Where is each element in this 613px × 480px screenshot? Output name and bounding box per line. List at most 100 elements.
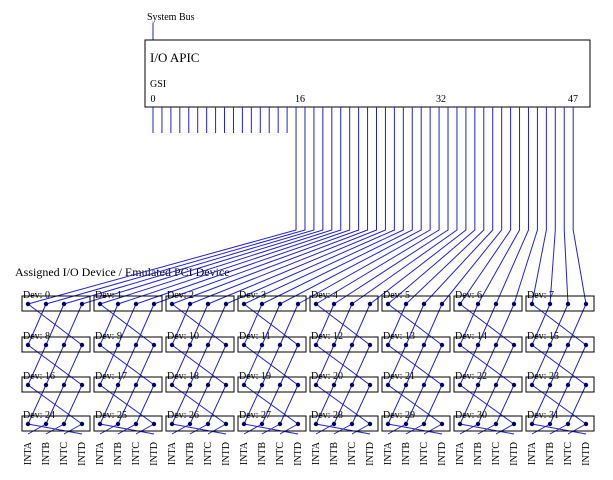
gsi-wire	[495, 107, 529, 305]
pin-label: INTD	[77, 442, 88, 466]
device-label: Dev: 25	[95, 410, 127, 421]
apic-box	[144, 39, 591, 108]
pin-dot	[97, 301, 103, 307]
gsi-wire	[279, 107, 422, 305]
gsi-wire	[189, 107, 377, 305]
device-label: Dev: 4	[311, 290, 338, 301]
pin-dot	[277, 301, 283, 307]
pin-dot	[205, 382, 211, 388]
device-label: Dev: 22	[455, 371, 487, 382]
swizzle-wire	[279, 344, 299, 386]
pin-dot	[385, 421, 391, 427]
pin-label: INTC	[131, 442, 142, 466]
bottom-wire	[189, 423, 209, 435]
swizzle-wire	[279, 303, 299, 346]
device-label: Dev: 16	[23, 371, 55, 382]
device-box	[165, 336, 235, 353]
pin-label: INTB	[473, 442, 484, 466]
pin-label: INTC	[59, 442, 70, 466]
swizzle-wire	[423, 344, 443, 386]
pin-label: INTB	[257, 442, 268, 466]
gsi-tick: 16	[295, 94, 305, 105]
gsi-wire	[261, 107, 413, 305]
pin-label: INTD	[581, 442, 592, 466]
pin-label: INTD	[221, 442, 232, 466]
pin-dot	[133, 382, 139, 388]
pin-label: INTA	[383, 441, 394, 465]
pin-dot	[493, 421, 499, 427]
pin-dot	[295, 301, 301, 307]
swizzle-wire	[567, 344, 587, 386]
pin-dot	[295, 421, 301, 427]
pin-dot	[223, 301, 229, 307]
pin-dot	[475, 301, 481, 307]
pin-dot	[313, 342, 319, 348]
pin-dot	[385, 382, 391, 388]
pin-dot	[403, 421, 409, 427]
gsi-wire	[27, 107, 297, 305]
pin-label: INTB	[329, 442, 340, 466]
pin-dot	[43, 342, 49, 348]
gsi-wire	[531, 107, 547, 305]
pin-dot	[313, 382, 319, 388]
bottom-wire	[477, 423, 497, 435]
pin-dot	[385, 342, 391, 348]
device-label: Dev: 31	[527, 410, 559, 421]
pin-label: INTC	[275, 442, 286, 466]
device-box	[453, 295, 523, 312]
device-box	[453, 415, 523, 432]
gsi-wire	[225, 107, 395, 305]
gsi-wire	[423, 107, 494, 305]
pin-dot	[439, 342, 445, 348]
device-box	[21, 415, 91, 432]
swizzle-wire	[495, 344, 515, 386]
pin-dot	[475, 421, 481, 427]
pin-dot	[331, 382, 337, 388]
pin-dot	[241, 301, 247, 307]
pin-dot	[529, 301, 535, 307]
pin-dot	[169, 342, 175, 348]
device-label: Dev: 7	[527, 290, 554, 301]
pin-dot	[79, 342, 85, 348]
device-label: Dev: 5	[383, 290, 410, 301]
swizzle-wire	[495, 384, 515, 425]
gsi-wire	[297, 107, 431, 305]
pin-dot	[79, 301, 85, 307]
device-label: Dev: 2	[167, 290, 194, 301]
pin-dot	[529, 382, 535, 388]
pin-dot	[79, 421, 85, 427]
pin-dot	[115, 342, 121, 348]
gsi-wire	[207, 107, 386, 305]
swizzle-wire	[423, 384, 443, 425]
device-label: Dev: 10	[167, 331, 199, 342]
pin-dot	[565, 301, 571, 307]
device-box	[381, 415, 451, 432]
device-label: Dev: 1	[95, 290, 122, 301]
pin-dot	[583, 382, 589, 388]
pin-label: INTC	[563, 442, 574, 466]
device-label: Dev: 27	[239, 410, 271, 421]
device-box	[381, 336, 451, 353]
pin-dot	[295, 342, 301, 348]
pin-dot	[187, 342, 193, 348]
pin-dot	[547, 342, 553, 348]
swizzle-wire	[207, 344, 227, 386]
pin-dot	[133, 421, 139, 427]
pin-label: INTB	[185, 442, 196, 466]
device-box	[453, 376, 523, 393]
pin-dot	[223, 342, 229, 348]
pin-dot	[493, 382, 499, 388]
device-label: Dev: 19	[239, 371, 271, 382]
device-box	[237, 336, 307, 353]
pin-dot	[169, 301, 175, 307]
pin-dot	[421, 301, 427, 307]
device-label: Dev: 20	[311, 371, 343, 382]
bottom-wire	[99, 423, 119, 435]
pin-label: INTB	[113, 442, 124, 466]
pin-dot	[241, 382, 247, 388]
pin-dot	[385, 301, 391, 307]
bottom-wire	[261, 423, 281, 435]
device-box	[21, 376, 91, 393]
device-label: Dev: 24	[23, 410, 55, 421]
swizzle-wire	[495, 303, 515, 346]
